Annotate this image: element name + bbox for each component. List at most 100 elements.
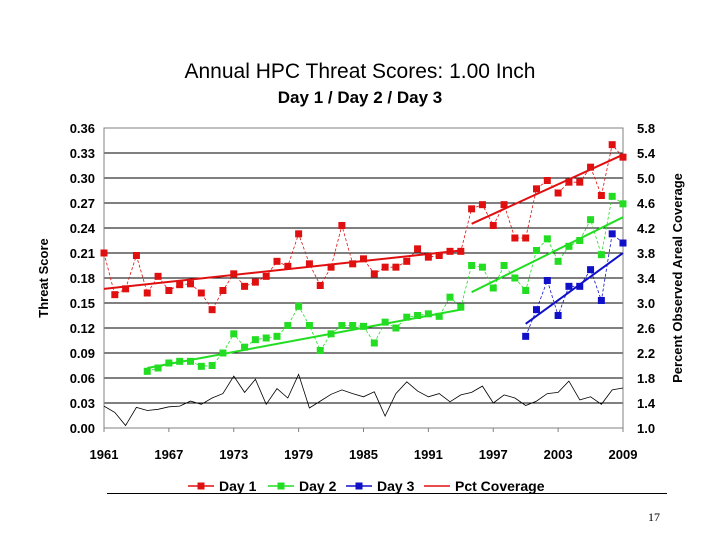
x-tick-label: 1985: [349, 447, 378, 462]
y2-tick-label: 1.0: [637, 421, 655, 436]
y-tick-label: 0.33: [70, 146, 95, 161]
y2-axis-label: Percent Observed Areal Coverage: [670, 173, 685, 383]
axes: 0.00 0.03 0.06 0.09 0.12 0.15 0.18 0.21 0.24 0.27…: [70, 121, 656, 462]
data-point-day-2: [284, 322, 292, 329]
data-point-day-1: [197, 289, 205, 297]
data-point-day-2: [360, 322, 367, 330]
data-point-day-2: [262, 334, 270, 342]
data-point-day-1: [381, 263, 389, 271]
y-tick-label: 0.30: [70, 171, 95, 186]
data-point-day-2: [143, 367, 151, 375]
gridlines: [104, 152, 623, 404]
data-point-day-2: [219, 349, 227, 357]
data-point-day-2: [414, 312, 422, 319]
data-point-day-1: [619, 153, 627, 161]
data-point-day-1: [165, 287, 173, 294]
data-point-day-2: [305, 322, 313, 329]
y2-tick-label: 3.0: [637, 296, 655, 311]
data-point-day-1: [576, 178, 584, 186]
data-point-day-3: [587, 266, 595, 274]
data-point-day-1: [370, 270, 378, 278]
data-point-day-2: [327, 330, 335, 338]
chart-subtitle: Day 1 / Day 2 / Day 3: [278, 88, 442, 107]
data-point-day-2: [230, 330, 238, 338]
trendline-day-1: [471, 153, 624, 225]
data-point-day-2: [165, 359, 173, 367]
slide-number: 17: [648, 510, 660, 524]
data-point-day-1: [111, 291, 119, 299]
trendline-day-1: [103, 249, 461, 290]
y-tick-label: 0.03: [70, 396, 95, 411]
data-point-day-2: [338, 322, 346, 329]
data-point-day-1: [251, 278, 259, 286]
y2-tick-label: 4.2: [637, 221, 655, 236]
data-point-day-1: [230, 270, 238, 278]
series-line-pct-coverage: [103, 373, 624, 427]
y-tick-label: 0.06: [70, 371, 95, 386]
data-point-day-1: [468, 205, 476, 213]
y-tick-label: 0.18: [70, 271, 95, 286]
data-point-day-1: [187, 280, 194, 288]
x-tick-label: 2003: [544, 447, 573, 462]
data-point-day-2: [511, 274, 519, 282]
data-point-day-2: [392, 324, 400, 332]
data-point-day-1: [554, 189, 562, 197]
data-point-day-1: [435, 252, 443, 259]
data-point-day-1: [543, 177, 551, 184]
y-tick-label: 0.21: [70, 246, 95, 261]
data-point-day-2: [295, 302, 303, 310]
data-point-day-3: [576, 282, 584, 290]
y2-tick-label: 5.4: [637, 146, 656, 161]
data-point-day-1: [587, 163, 595, 171]
y-tick-label: 0.09: [70, 346, 95, 361]
data-point-day-1: [457, 247, 465, 255]
data-point-day-1: [478, 201, 486, 209]
data-point-day-1: [208, 306, 216, 314]
data-point-day-1: [522, 234, 530, 242]
data-point-day-1: [100, 249, 108, 257]
data-point-day-2: [273, 332, 281, 340]
data-point-day-2: [251, 336, 259, 344]
data-point-day-2: [543, 235, 551, 243]
data-point-day-2: [489, 284, 497, 292]
data-point-day-1: [176, 281, 184, 289]
x-tick-label: 1991: [414, 447, 443, 462]
data-point-day-2: [187, 357, 194, 365]
legend-label-pct-coverage: Pct Coverage: [455, 478, 545, 494]
data-point-day-1: [327, 263, 335, 271]
data-point-day-2: [576, 237, 584, 244]
data-point-day-3: [619, 239, 627, 247]
data-point-day-3: [533, 306, 540, 314]
data-point-day-2: [597, 251, 605, 259]
data-point-day-1: [316, 282, 324, 289]
legend-label-day-1: Day 1: [219, 478, 257, 494]
y-tick-label: 0.24: [70, 221, 96, 236]
chart-title: Annual HPC Threat Scores: 1.00 Inch: [185, 60, 536, 83]
data-point-day-1: [305, 260, 313, 268]
data-point-day-1: [154, 272, 162, 280]
data-point-day-2: [424, 310, 432, 318]
data-point-day-2: [446, 293, 454, 301]
x-tick-label: 1979: [284, 447, 313, 462]
data-point-day-1: [122, 285, 130, 293]
y-axis-label: Threat Score: [36, 238, 51, 317]
data-point-day-1: [143, 289, 151, 297]
legend: Day 1 Day 2 Day 3 Pct Coverage: [188, 478, 545, 494]
data-point-day-2: [608, 192, 616, 200]
data-point-day-1: [424, 253, 432, 261]
trendline-day-3: [525, 252, 624, 325]
y2-tick-label: 1.8: [637, 371, 655, 386]
data-point-day-3: [597, 297, 605, 304]
x-tick-label: 1967: [154, 447, 183, 462]
data-point-day-1: [219, 287, 227, 294]
data-point-day-2: [587, 216, 595, 224]
y-tick-label: 0.12: [70, 321, 95, 336]
y-tick-label: 0.27: [70, 196, 95, 211]
series-line-day-3: [525, 233, 624, 337]
data-point-day-2: [349, 322, 357, 329]
data-point-day-3: [565, 282, 573, 290]
data-point-day-1: [360, 255, 367, 263]
y-tick-label: 0.15: [70, 296, 95, 311]
data-point-day-2: [619, 200, 627, 208]
